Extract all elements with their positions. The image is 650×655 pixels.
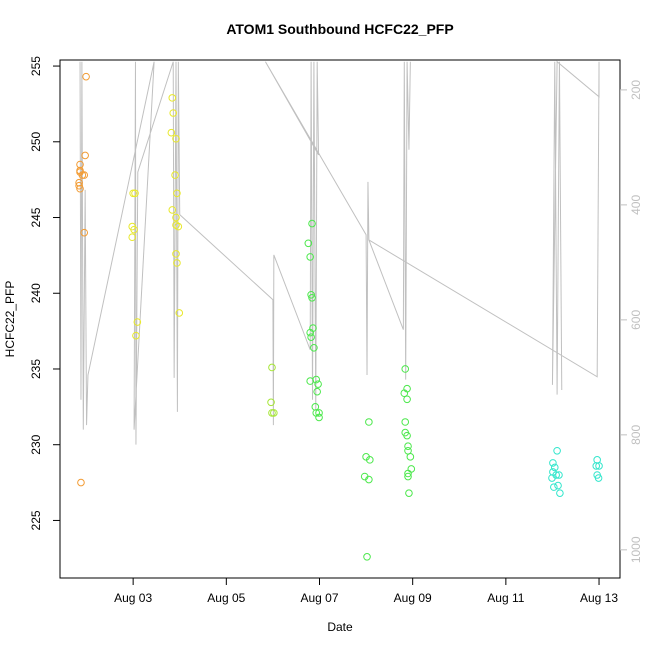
point — [313, 387, 321, 396]
y-tick-label: 245 — [29, 207, 43, 227]
point — [556, 489, 564, 497]
point — [304, 239, 313, 248]
point — [172, 213, 180, 222]
point — [128, 233, 137, 242]
point — [82, 72, 90, 81]
chart-title: ATOM1 Southbound HCFC22_PFP — [226, 21, 453, 37]
point — [403, 395, 411, 404]
point — [363, 552, 371, 561]
y-axis-label: HCFC22_PFP — [3, 281, 17, 358]
point — [306, 253, 314, 261]
point — [550, 483, 558, 491]
pressure-line — [79, 60, 600, 445]
point — [401, 365, 410, 373]
point — [168, 206, 177, 214]
x-tick-label: Aug 07 — [300, 591, 338, 605]
point — [308, 293, 316, 302]
y-tick-label: 250 — [29, 131, 43, 151]
point — [168, 94, 177, 102]
point — [76, 184, 84, 193]
point — [404, 472, 412, 481]
y-tick-label: 240 — [29, 283, 43, 303]
point — [172, 134, 180, 143]
y-tick-label: 235 — [29, 359, 43, 379]
point — [132, 331, 140, 340]
point — [307, 290, 315, 299]
point — [174, 222, 183, 231]
point — [307, 333, 315, 341]
point — [308, 219, 316, 228]
point — [81, 151, 89, 160]
point — [404, 442, 412, 451]
point — [310, 343, 318, 352]
point — [595, 462, 603, 470]
point — [403, 384, 411, 393]
point — [172, 250, 180, 258]
point — [76, 160, 84, 169]
point — [76, 168, 84, 176]
point — [75, 181, 83, 190]
point — [312, 375, 321, 384]
point — [406, 453, 415, 461]
point — [592, 462, 601, 470]
point — [553, 446, 561, 455]
point — [173, 189, 181, 198]
point — [550, 463, 559, 472]
x-axis-label: Date — [327, 620, 353, 634]
point — [270, 409, 278, 417]
point — [172, 221, 180, 229]
y2-tick-label: 200 — [629, 80, 643, 100]
point — [594, 474, 603, 482]
point — [554, 481, 562, 490]
y2-tick-label: 800 — [629, 425, 643, 445]
point — [315, 409, 323, 417]
y-tick-label: 225 — [29, 510, 43, 530]
point — [315, 413, 323, 422]
point — [555, 471, 563, 479]
point — [549, 459, 557, 467]
point — [80, 228, 89, 237]
point — [267, 398, 275, 407]
point — [365, 475, 373, 484]
point — [175, 309, 184, 317]
point — [366, 456, 374, 464]
y2-tick-label: 1000 — [629, 536, 643, 563]
point — [169, 109, 178, 117]
x-tick-label: Aug 03 — [114, 591, 152, 605]
point — [309, 324, 317, 332]
point — [173, 259, 181, 267]
point — [403, 431, 411, 440]
point — [171, 171, 179, 179]
point — [548, 474, 556, 482]
y2-tick-label: 400 — [629, 195, 643, 215]
point — [404, 469, 412, 478]
point — [133, 318, 142, 326]
point — [167, 128, 176, 137]
x-tick-label: Aug 09 — [394, 591, 432, 605]
y2-tick-label: 600 — [629, 310, 643, 330]
x-tick-label: Aug 05 — [207, 591, 245, 605]
point — [268, 363, 276, 372]
y-tick-label: 255 — [29, 56, 43, 76]
point — [401, 418, 410, 426]
point — [314, 380, 322, 388]
x-tick-label: Aug 13 — [580, 591, 618, 605]
point — [130, 225, 138, 234]
point — [131, 189, 139, 198]
point — [365, 418, 373, 426]
y-tick-label: 230 — [29, 434, 43, 454]
x-tick-label: Aug 11 — [487, 591, 524, 605]
point — [77, 478, 85, 487]
point — [405, 489, 413, 497]
